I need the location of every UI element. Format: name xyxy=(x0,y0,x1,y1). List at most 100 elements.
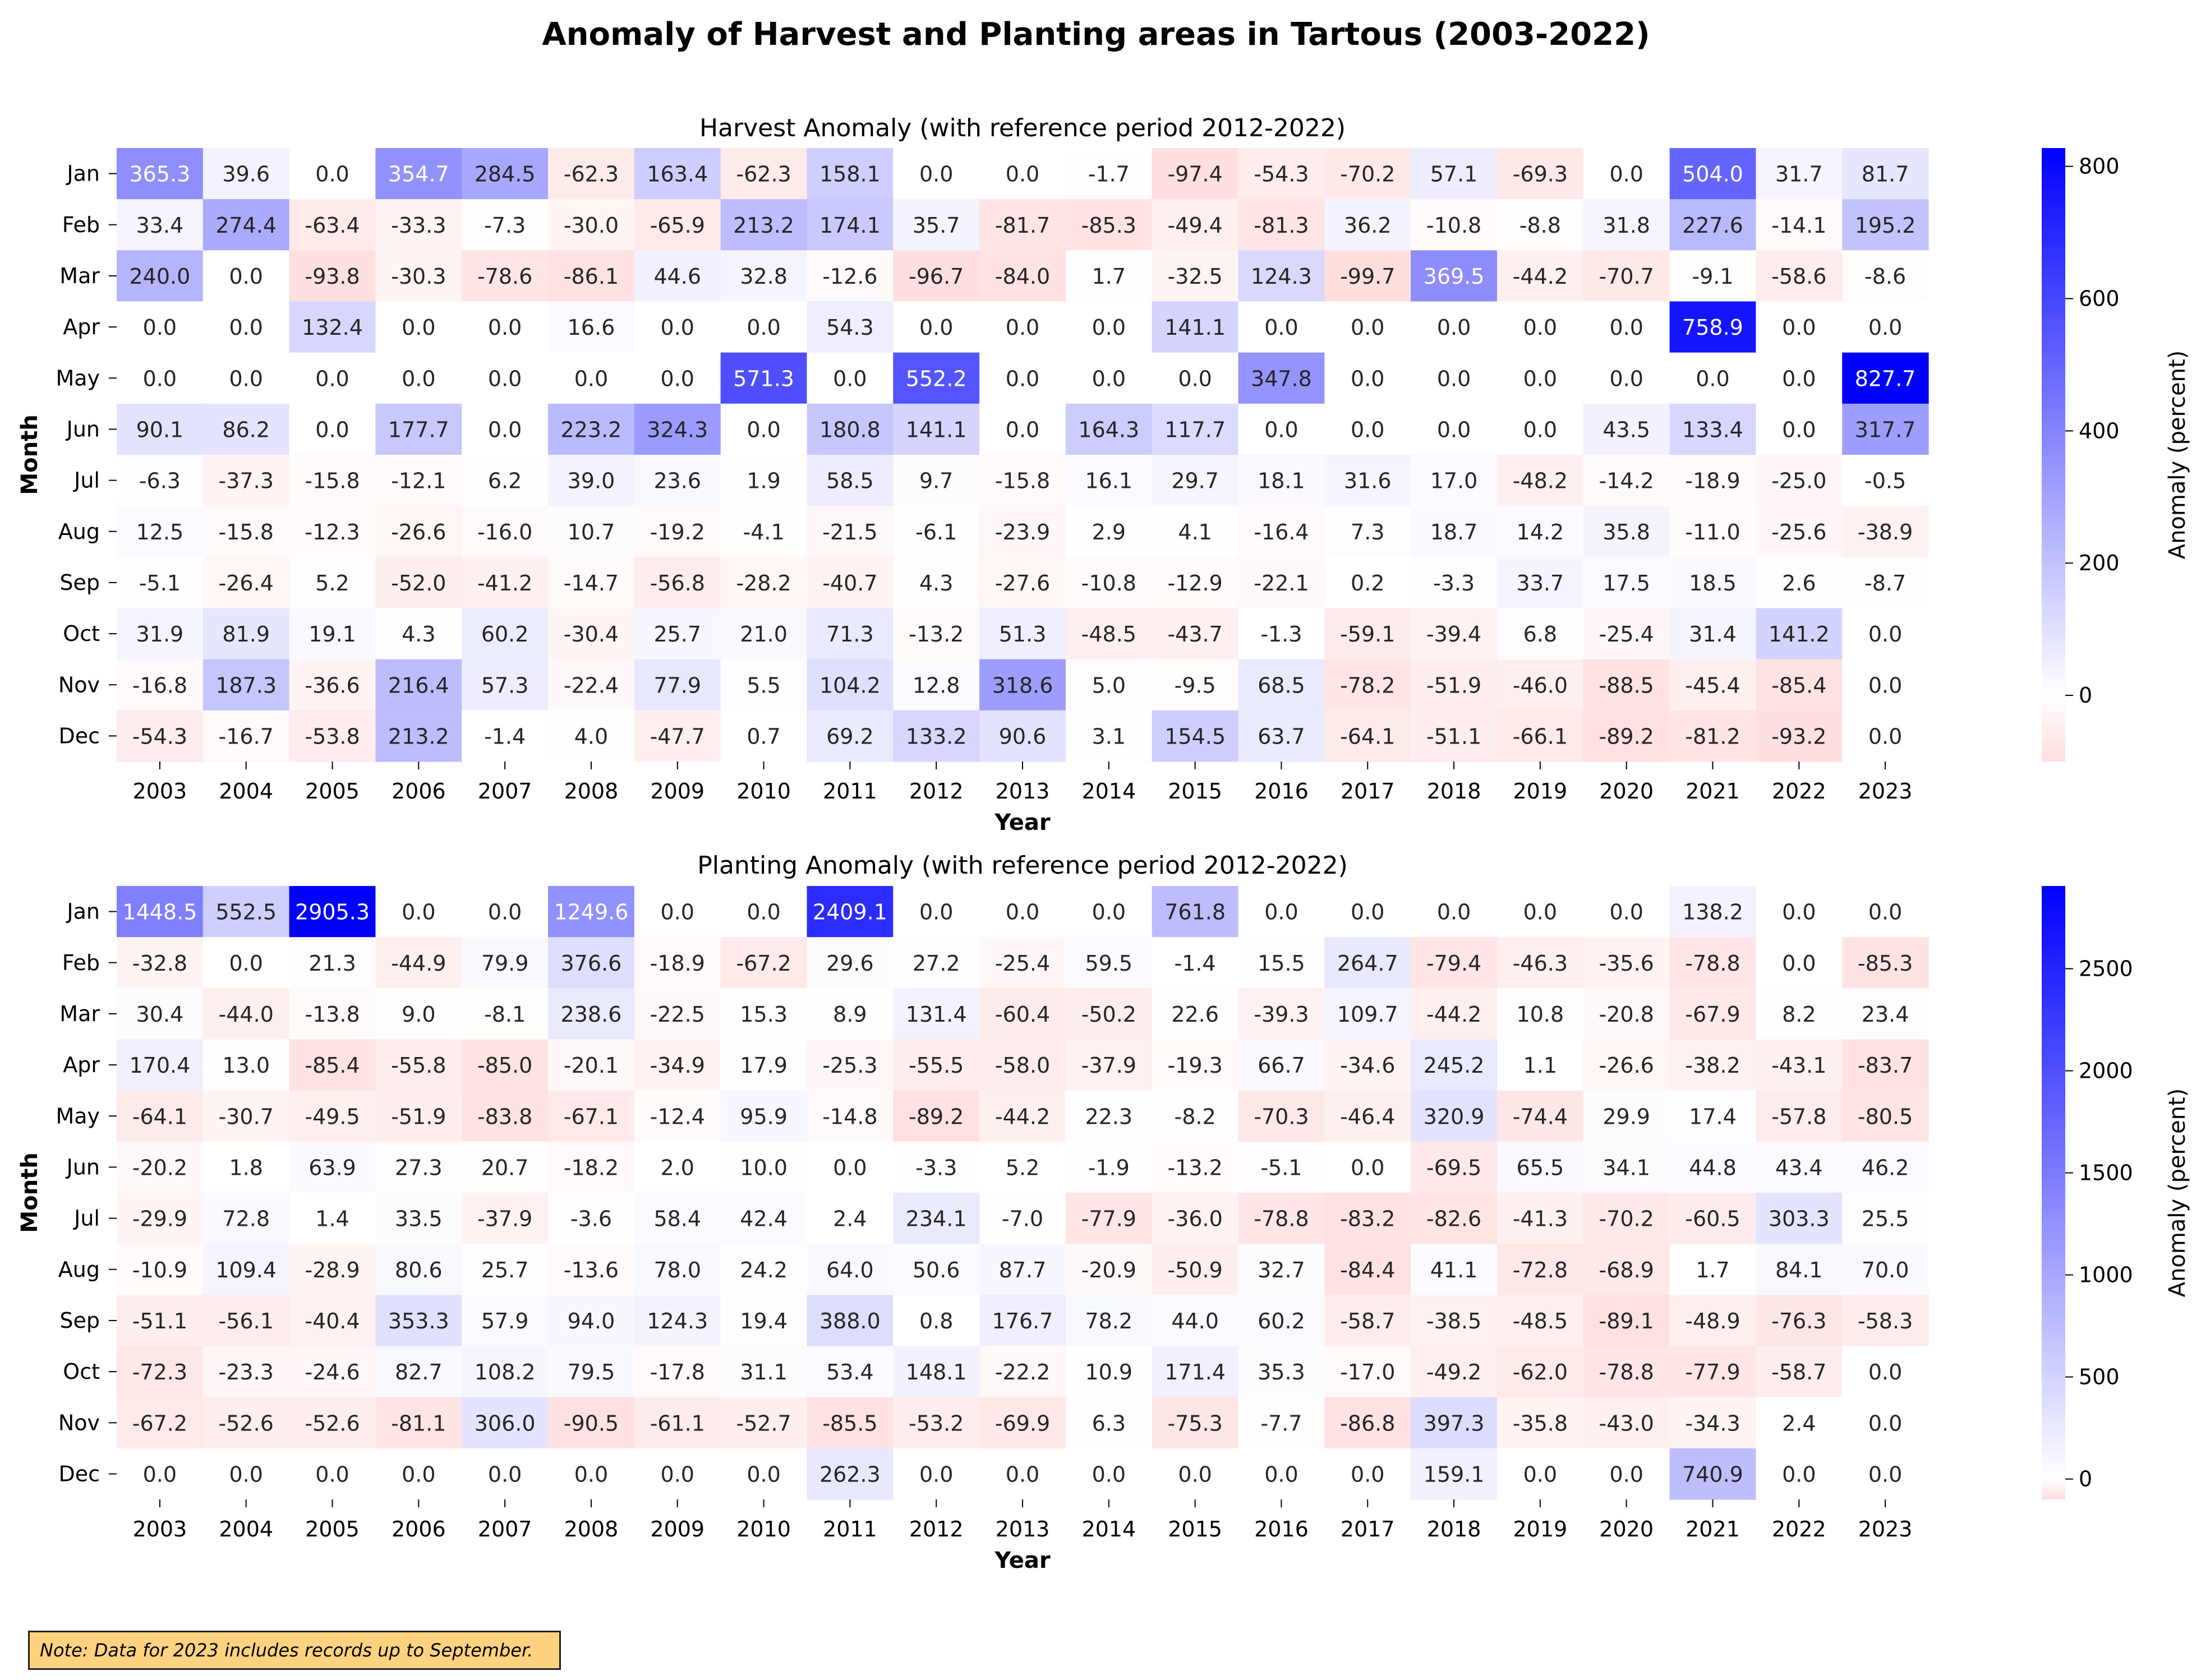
cell-value-label: 133.2 xyxy=(906,724,967,749)
cell-value-label: -85.4 xyxy=(305,1053,360,1078)
cell-value-label: -70.2 xyxy=(1599,1207,1654,1231)
cell-value-label: -69.3 xyxy=(1513,162,1568,187)
cell-value-label: -12.3 xyxy=(305,520,360,544)
cell-value-label: -41.3 xyxy=(1513,1207,1568,1231)
x-tick-label-2008: 2008 xyxy=(564,779,619,804)
heatmap-cell-aug-2007 xyxy=(462,1244,549,1295)
cell-value-label: 0.0 xyxy=(1437,900,1471,925)
cell-value-label: -7.3 xyxy=(484,213,526,238)
heatmap-cell-dec-2015 xyxy=(1152,710,1239,762)
cell-value-label: -56.8 xyxy=(650,571,705,596)
cell-value-label: 318.6 xyxy=(992,673,1053,698)
heatmap-cell-aug-2013 xyxy=(979,1244,1066,1295)
y-tick-label-sep: Sep xyxy=(59,570,100,595)
cell-value-label: 0.0 xyxy=(833,366,867,391)
heatmap-cell-dec-2003 xyxy=(117,1448,204,1500)
heatmap-cell-dec-2009 xyxy=(634,710,721,762)
cell-value-label: 0.0 xyxy=(1868,315,1902,340)
heatmap-cell-jan-2012 xyxy=(893,148,980,200)
colorbar-tick-label: 600 xyxy=(2079,287,2120,311)
cell-value-label: 25.7 xyxy=(481,1258,529,1282)
cell-value-label: -69.5 xyxy=(1426,1155,1481,1180)
heatmap-cell-jul-2020 xyxy=(1583,455,1670,506)
heatmap-cell-feb-2022 xyxy=(1756,199,1843,251)
cell-value-label: -62.3 xyxy=(736,162,791,187)
heatmap-cell-aug-2012 xyxy=(893,1244,980,1295)
heatmap-cell-apr-2006 xyxy=(375,1039,462,1091)
cell-value-label: -14.7 xyxy=(564,571,619,596)
cell-value-label: -93.8 xyxy=(305,264,360,289)
cell-value-label: -48.5 xyxy=(1081,622,1136,647)
cell-value-label: 0.0 xyxy=(1351,366,1384,391)
x-tick-label-2016: 2016 xyxy=(1254,1517,1309,1541)
heatmap-cell-jun-2012 xyxy=(893,1141,980,1193)
cell-value-label: 0.0 xyxy=(1523,1462,1557,1487)
heatmap-cell-may-2012 xyxy=(893,1090,980,1142)
heatmap-cell-dec-2023 xyxy=(1842,1448,1929,1500)
heatmap-cell-feb-2004 xyxy=(202,937,290,989)
cell-value-label: -54.3 xyxy=(132,724,187,749)
heatmap-cell-aug-2017 xyxy=(1324,1244,1411,1295)
cell-value-label: 60.2 xyxy=(481,622,529,647)
heatmap-cell-mar-2022 xyxy=(1756,250,1843,302)
cell-value-label: 0.0 xyxy=(402,1462,435,1487)
cell-value-label: 240.0 xyxy=(130,264,191,289)
heatmap-cell-sep-2003 xyxy=(117,1295,204,1347)
cell-value-label: 72.8 xyxy=(222,1207,270,1231)
heatmap-cell-jun-2014 xyxy=(1065,1141,1153,1193)
cell-value-label: -0.5 xyxy=(1864,469,1906,493)
heatmap-cell-nov-2021 xyxy=(1669,1397,1756,1449)
cell-value-label: 2.9 xyxy=(1092,520,1126,544)
cell-value-label: 63.7 xyxy=(1258,724,1305,749)
cell-value-label: 0.0 xyxy=(229,315,263,340)
x-tick-label-2021: 2021 xyxy=(1686,1517,1740,1541)
cell-value-label: 0.0 xyxy=(661,366,694,391)
cell-value-label: -8.2 xyxy=(1175,1104,1216,1129)
cell-value-label: 0.0 xyxy=(315,1462,349,1487)
cell-value-label: 35.7 xyxy=(913,213,960,238)
cell-value-label: 19.4 xyxy=(740,1309,788,1333)
cell-value-label: 0.0 xyxy=(1868,1360,1902,1384)
heatmap-cell-oct-2005 xyxy=(289,608,376,660)
heatmap-cell-jun-2023 xyxy=(1842,1141,1929,1193)
cell-value-label: -18.9 xyxy=(1685,469,1740,493)
x-tick-label-2019: 2019 xyxy=(1513,1517,1567,1541)
heatmap-cell-aug-2006 xyxy=(375,506,462,557)
colorbar-label: Anomaly (percent) xyxy=(2165,350,2190,560)
heatmap-cell-jun-2011 xyxy=(807,403,894,455)
heatmap-cell-jun-2016 xyxy=(1238,403,1325,455)
heatmap-cell-may-2017 xyxy=(1324,352,1411,404)
cell-value-label: 54.3 xyxy=(826,315,874,340)
heatmap-cell-oct-2006 xyxy=(375,608,462,660)
cell-value-label: -13.6 xyxy=(564,1258,619,1282)
cell-value-label: 0.0 xyxy=(574,366,608,391)
y-tick-label-jan: Jan xyxy=(66,161,100,186)
y-tick-label-apr: Apr xyxy=(63,315,100,339)
heatmap-cell-dec-2018 xyxy=(1411,710,1498,762)
heatmap-cell-dec-2016 xyxy=(1238,1448,1325,1500)
y-tick-label-feb: Feb xyxy=(62,213,100,237)
cell-value-label: -46.4 xyxy=(1340,1104,1395,1129)
cell-value-label: 79.5 xyxy=(568,1360,615,1384)
heatmap-cell-jun-2008 xyxy=(548,1141,635,1193)
cell-value-label: 13.0 xyxy=(222,1053,270,1078)
cell-value-label: -35.6 xyxy=(1599,951,1654,976)
heatmap-cell-may-2015 xyxy=(1152,1090,1239,1142)
heatmap-cell-aug-2009 xyxy=(634,1244,721,1295)
heatmap-cell-feb-2019 xyxy=(1497,937,1584,989)
heatmap-cell-dec-2021 xyxy=(1669,1448,1756,1500)
heatmap-cell-aug-2016 xyxy=(1238,1244,1325,1295)
heatmap-cell-jun-2017 xyxy=(1324,403,1411,455)
cell-value-label: -48.9 xyxy=(1685,1309,1740,1333)
cell-value-label: 0.0 xyxy=(1437,315,1471,340)
heatmap-cell-jul-2018 xyxy=(1411,455,1498,506)
cell-value-label: 31.1 xyxy=(740,1360,788,1384)
cell-value-label: -76.3 xyxy=(1771,1309,1826,1333)
heatmap-cell-dec-2009 xyxy=(634,1448,721,1500)
cell-value-label: -11.0 xyxy=(1685,520,1740,544)
x-tick-label-2023: 2023 xyxy=(1858,1517,1913,1541)
heatmap-cell-may-2005 xyxy=(289,352,376,404)
heatmap-cell-aug-2019 xyxy=(1497,506,1584,557)
cell-value-label: 0.0 xyxy=(143,1462,177,1487)
cell-value-label: 227.6 xyxy=(1682,213,1743,238)
